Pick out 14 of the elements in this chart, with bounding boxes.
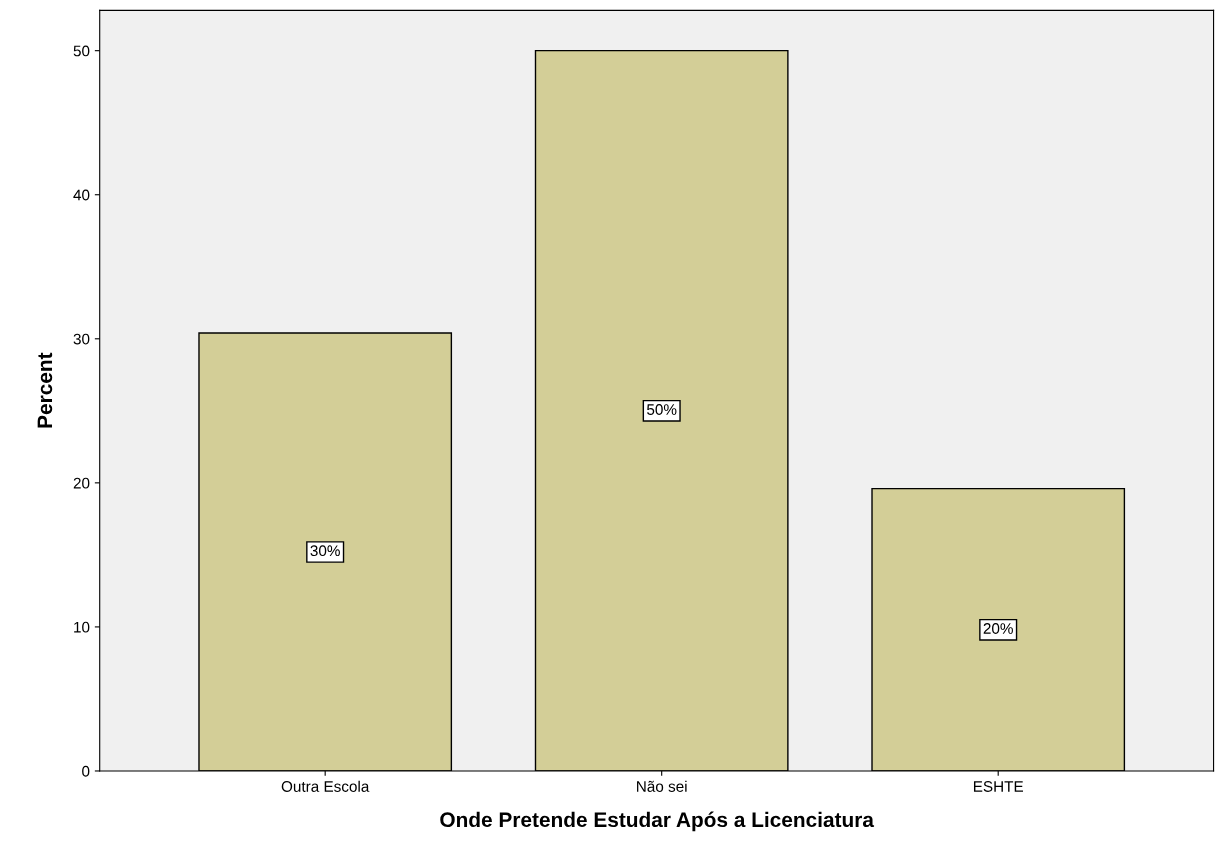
- x-tick-label: Não sei: [637, 780, 687, 792]
- y-tick-label: 10: [74, 621, 90, 633]
- x-axis-title: Onde Pretende Estudar Após a Licenciatura: [440, 811, 875, 832]
- y-axis-title: Percent: [37, 352, 53, 428]
- data-label: 50%: [647, 404, 677, 415]
- x-tick-label: Outra Escola: [281, 780, 370, 792]
- y-tick-label: 20: [73, 477, 90, 489]
- y-tick-label: 50: [73, 45, 90, 57]
- x-tick-label: ESHTE: [973, 781, 1024, 792]
- data-label: 30%: [310, 545, 340, 557]
- y-tick-label: 30: [73, 333, 90, 345]
- data-label: 20%: [983, 623, 1013, 634]
- y-tick-label: 0: [82, 765, 90, 777]
- y-tick-label: 40: [73, 189, 90, 201]
